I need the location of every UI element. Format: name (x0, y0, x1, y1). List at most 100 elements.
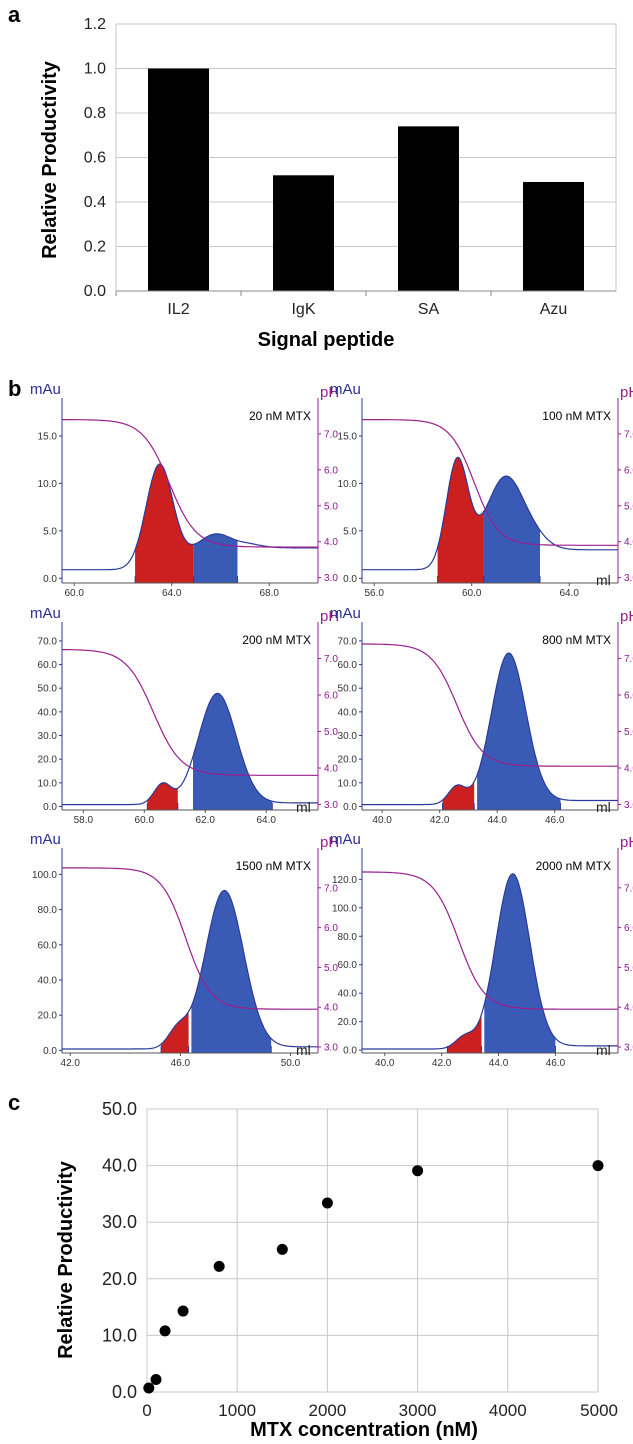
ml-tick-label: 64.0 (256, 815, 276, 826)
mau-tick-label: 80.0 (38, 905, 58, 916)
mau-tick-label: 5.0 (343, 526, 357, 537)
panel-c-data-point (276, 1243, 288, 1255)
mau-axis-label: mAu (330, 831, 361, 848)
panel-letter-a: a (8, 2, 21, 27)
ph-tick-label: 7.0 (324, 429, 338, 440)
ph-tick-label: 3.0 (324, 800, 338, 811)
panel-a-x-tick-label: IL2 (167, 301, 189, 318)
ph-tick-label: 4.0 (624, 764, 633, 775)
ph-tick-label: 5.0 (624, 501, 633, 512)
mau-tick-label: 40.0 (338, 989, 358, 1000)
mau-tick-label: 20.0 (338, 1017, 358, 1028)
ph-tick-label: 6.0 (324, 691, 338, 702)
ph-tick-label: 3.0 (324, 1043, 338, 1054)
ph-tick-label: 7.0 (624, 654, 633, 665)
ph-trace (62, 867, 318, 1010)
fraction-1-fill (447, 1014, 482, 1053)
panel-c-x-tick-label: 1000 (218, 1401, 256, 1420)
panel-c-y-tick-label: 40.0 (102, 1156, 137, 1176)
mau-tick-label: 10.0 (38, 778, 58, 789)
ph-trace (362, 419, 618, 546)
ph-tick-label: 5.0 (324, 727, 338, 738)
mau-tick-label: 20.0 (338, 755, 358, 766)
panel-c-data-point (321, 1197, 333, 1209)
panel-letter-b: b (8, 376, 21, 401)
mau-tick-label: 10.0 (38, 479, 58, 490)
ml-unit-label: ml (596, 1042, 611, 1058)
mau-tick-label: 0.0 (43, 802, 57, 813)
mau-tick-label: 60.0 (338, 960, 358, 971)
fraction-1-fill (161, 1011, 189, 1053)
panel-c-x-tick-label: 5000 (580, 1401, 618, 1420)
ml-tick-label: 40.0 (375, 1058, 395, 1069)
mau-axis-label: mAu (30, 605, 61, 622)
ph-tick-label: 4.0 (624, 1003, 633, 1014)
mau-tick-label: 20.0 (38, 1011, 58, 1022)
ml-tick-label: 46.0 (546, 1058, 566, 1069)
panel-c-y-tick-label: 20.0 (102, 1269, 137, 1289)
ml-tick-label: 44.0 (487, 815, 507, 826)
panel-c-y-axis-title: Relative Productivity (55, 1160, 77, 1359)
ph-tick-label: 5.0 (324, 963, 338, 974)
ph-axis-label: pH (620, 608, 633, 625)
ph-tick-label: 7.0 (624, 429, 633, 440)
ph-tick-label: 3.0 (624, 573, 633, 584)
mau-tick-label: 50.0 (338, 684, 358, 695)
fraction-2-fill (193, 693, 273, 810)
condition-label: 800 nM MTX (542, 633, 611, 647)
ph-tick-label: 7.0 (324, 654, 338, 665)
mau-tick-label: 50.0 (38, 684, 58, 695)
mau-tick-label: 60.0 (338, 660, 358, 671)
ph-tick-label: 4.0 (324, 537, 338, 548)
ph-axis-label: pH (320, 834, 339, 851)
ph-tick-label: 3.0 (324, 573, 338, 584)
mau-tick-label: 40.0 (38, 975, 58, 986)
ph-axis-label: pH (620, 834, 633, 851)
ph-tick-label: 4.0 (324, 1003, 338, 1014)
panel-c-x-axis-title: MTX concentration (nM) (250, 1419, 478, 1441)
chromatogram-subplot: mAu pH 2000 nM MTX 0.0 20.0 40.0 60.0 80.0 100.0… (330, 831, 633, 1069)
mau-axis-label: mAu (30, 831, 61, 848)
condition-label: 20 nM MTX (249, 409, 311, 423)
uv-absorbance-trace (362, 652, 618, 806)
ph-trace (62, 419, 318, 548)
uv-absorbance-trace (362, 873, 618, 1050)
ph-trace (362, 871, 618, 1010)
panel-a-x-tick-label: Azu (540, 301, 568, 318)
ph-trace (362, 643, 618, 767)
mau-tick-label: 80.0 (338, 932, 358, 943)
ml-tick-label: 40.0 (372, 815, 392, 826)
fraction-2-fill (484, 873, 556, 1053)
ml-tick-label: 42.0 (430, 815, 450, 826)
mau-tick-label: 0.0 (343, 574, 357, 585)
ml-unit-label: ml (296, 1042, 311, 1058)
ml-tick-label: 56.0 (364, 588, 384, 599)
bar-chart-panel-a: Relative Productivity Signal peptide 0.0… (39, 16, 617, 351)
ml-tick-label: 44.0 (489, 1058, 509, 1069)
mau-tick-label: 30.0 (38, 731, 58, 742)
scatter-chart-panel-c: Relative Productivity MTX concentration … (55, 1099, 618, 1441)
panel-a-bar-il2 (148, 68, 209, 291)
mau-tick-label: 10.0 (338, 479, 358, 490)
mau-tick-label: 0.0 (43, 574, 57, 585)
ph-tick-label: 3.0 (624, 800, 633, 811)
mau-tick-label: 120.0 (332, 875, 357, 886)
ml-tick-label: 50.0 (281, 1058, 301, 1069)
mau-tick-label: 20.0 (38, 755, 58, 766)
ph-axis-label: pH (320, 608, 339, 625)
panel-c-x-tick-label: 0 (142, 1401, 151, 1420)
panel-c-plot-frame (146, 1108, 599, 1393)
panel-a-x-axis-title: Signal peptide (258, 329, 395, 351)
ph-tick-label: 5.0 (624, 963, 633, 974)
condition-label: 2000 nM MTX (536, 859, 611, 873)
ml-tick-label: 62.0 (196, 815, 216, 826)
mau-axis-label: mAu (30, 381, 61, 398)
ml-tick-label: 42.0 (432, 1058, 452, 1069)
ml-tick-label: 64.0 (162, 588, 182, 599)
fraction-1-fill (147, 782, 178, 810)
ml-tick-label: 60.0 (135, 815, 155, 826)
fraction-1-fill (135, 464, 194, 583)
panel-c-y-tick-label: 30.0 (102, 1212, 137, 1232)
